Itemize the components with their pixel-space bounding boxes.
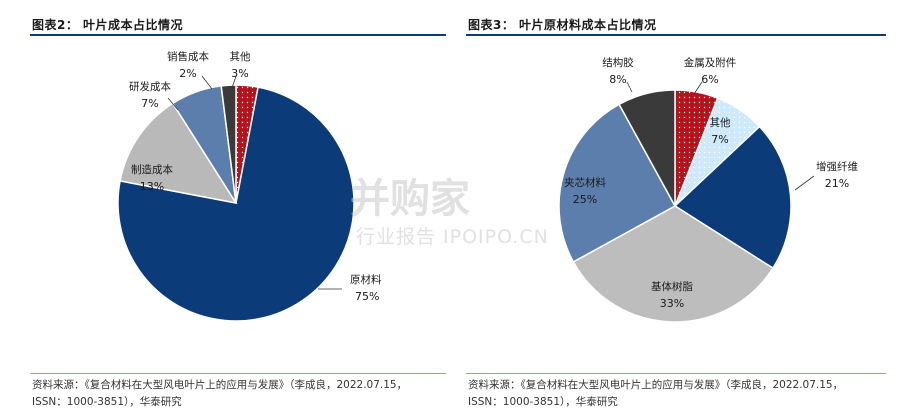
slice-label-5: 其他 bbox=[710, 116, 731, 129]
slice-value-3: 8% bbox=[609, 73, 626, 86]
source-rule-right bbox=[466, 373, 886, 374]
source-note-right: 资料来源：《复合材料在大型风电叶片上的应用与发展》（李成良，2022.07.15… bbox=[468, 377, 843, 411]
slice-label-3: 结构胶 bbox=[602, 56, 634, 69]
pie-slice-3 bbox=[618, 89, 676, 207]
slice-value-0: 21% bbox=[825, 177, 849, 190]
pie-slice-0 bbox=[117, 86, 355, 322]
slice-value-5: 7% bbox=[711, 133, 728, 146]
leader-line-2 bbox=[167, 97, 179, 111]
left-chart-panel: 图表2： 叶片成本占比情况 原材料 75% 制造成本 13% 研发成本 7% 销售成本 2% 其… bbox=[0, 0, 446, 417]
slice-value-4: 6% bbox=[701, 73, 718, 86]
source-line-1: 资料来源：《复合材料在大型风电叶片上的应用与发展》（李成良，2022.07.15… bbox=[32, 379, 408, 391]
slice-value-2: 25% bbox=[573, 193, 597, 206]
slice-value-1: 33% bbox=[660, 297, 684, 310]
source-rule-left bbox=[30, 373, 446, 374]
slice-value-1: 13% bbox=[140, 180, 164, 193]
right-chart-panel: 图表3： 叶片原材料成本占比情况 增强纤维 21% 基体树脂 33% 夹芯材料 25% 结构… bbox=[462, 0, 906, 417]
title-rule-left bbox=[30, 34, 446, 36]
slice-label-1: 基体树脂 bbox=[651, 280, 693, 293]
slice-value-3: 2% bbox=[179, 67, 196, 80]
pie-slice-0 bbox=[673, 125, 792, 270]
slice-label-2: 夹芯材料 bbox=[564, 176, 606, 189]
pie-chart-right: 增强纤维 21% 基体树脂 33% 夹芯材料 25% 结构胶 8% 金属及附件 6% 其他 7% bbox=[558, 56, 858, 323]
slice-label-1: 制造成本 bbox=[131, 163, 173, 176]
leader-line-0 bbox=[794, 175, 815, 191]
slice-value-2: 7% bbox=[141, 97, 158, 110]
leader-line-3 bbox=[626, 81, 633, 93]
chart-title-left: 图表2： 叶片成本占比情况 bbox=[32, 18, 184, 32]
slice-value-0: 75% bbox=[355, 290, 379, 303]
chart-title-right: 图表3： 叶片原材料成本占比情况 bbox=[468, 18, 657, 32]
slice-label-0: 增强纤维 bbox=[816, 160, 858, 173]
source-line-2: ISSN：1000-3851），华泰研究 bbox=[32, 396, 182, 408]
title-rule-right bbox=[466, 34, 886, 36]
slice-value-4: 3% bbox=[231, 67, 248, 80]
pie-chart-left: 原材料 75% 制造成本 13% 研发成本 7% 销售成本 2% 其他 3% bbox=[117, 50, 382, 322]
leader-line-4 bbox=[693, 81, 703, 95]
slice-label-3: 销售成本 bbox=[167, 50, 209, 63]
source-line-2: ISSN：1000-3851），华泰研究 bbox=[468, 396, 618, 408]
slice-label-0: 原材料 bbox=[350, 273, 382, 286]
leader-line-4 bbox=[231, 75, 237, 89]
slice-label-4: 金属及附件 bbox=[684, 56, 737, 69]
pie-slice-1 bbox=[119, 102, 238, 205]
slice-label-2: 研发成本 bbox=[129, 80, 171, 93]
slice-label-4: 其他 bbox=[230, 50, 251, 63]
source-line-1: 资料来源：《复合材料在大型风电叶片上的应用与发展》（李成良，2022.07.15… bbox=[468, 379, 844, 391]
source-note-left: 资料来源：《复合材料在大型风电叶片上的应用与发展》（李成良，2022.07.15… bbox=[32, 377, 407, 411]
pie-slice-3 bbox=[220, 84, 237, 204]
pie-slice-2 bbox=[558, 103, 677, 263]
leader-line-3 bbox=[201, 75, 213, 90]
